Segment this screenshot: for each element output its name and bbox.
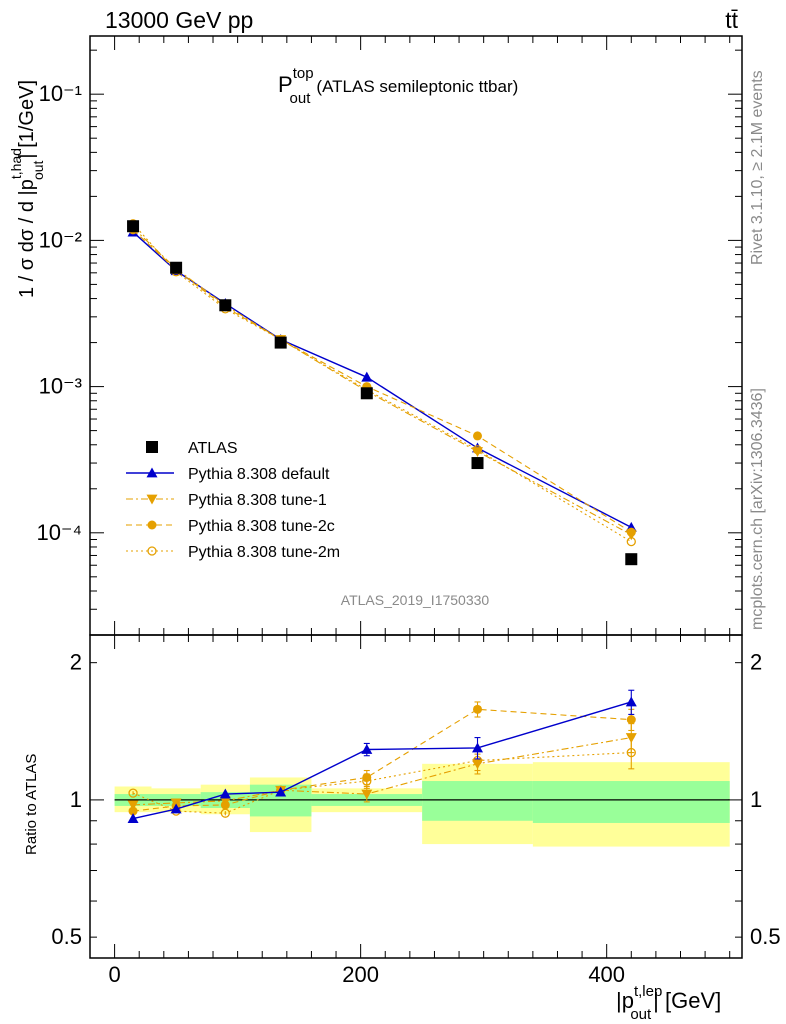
series-line: [132, 229, 632, 533]
legend-label: Pythia 8.308 tune-2c: [188, 518, 335, 535]
ratio-panel: 0 200 400 2 2 1 1 0.5 0.5: [51, 634, 781, 987]
x-axis-label: |pt,lep out| [GeV]: [616, 983, 721, 1023]
ratio-frame: [89, 634, 743, 959]
legend-label: Pythia 8.308 tune-1: [188, 492, 327, 509]
process-label: tt̄: [725, 7, 738, 33]
x-tick-label: 200: [342, 962, 379, 987]
ylabel-sup: t,had: [8, 148, 24, 179]
ratio-point: [472, 742, 484, 753]
ratio-point: [170, 803, 182, 814]
energy-label: 13000 GeV pp: [105, 7, 253, 33]
title-sup: top: [293, 65, 314, 82]
ylabel-post: | [1/GeV]: [16, 80, 38, 159]
rivet-label: Rivet 3.1.10, ≥ 2.1M events: [749, 70, 766, 265]
y-tick-label-right: 0.5: [750, 924, 781, 949]
y-tick-label: 1: [70, 787, 82, 812]
ylabel-pre: 1 / σ dσ / d |p: [16, 179, 38, 298]
y-tick-label: 10⁻¹: [39, 81, 82, 106]
title-rest: (ATLAS semileptonic ttbar): [316, 77, 518, 96]
data-point: [219, 299, 232, 312]
ratio-point: [626, 747, 636, 758]
ratio-point: [219, 788, 231, 799]
legend-label: Pythia 8.308 tune-2m: [188, 544, 340, 561]
data-point: [274, 336, 287, 349]
data-point: [472, 445, 483, 455]
xlabel-sup: t,lep: [634, 983, 662, 1000]
y-axis-label-ratio: Ratio to ATLAS: [23, 754, 40, 855]
x-tick-label: 0: [108, 962, 120, 987]
data-point: [471, 457, 484, 470]
xlabel-post: | [GeV]: [653, 988, 721, 1013]
mcplots-label: mcplots.cern.ch [arXiv:1306.3436]: [749, 388, 766, 630]
ratio-point: [473, 704, 483, 714]
data-point: [361, 371, 373, 382]
main-panel: 10⁻¹ 10⁻² 10⁻³ 10⁻⁴: [36, 35, 743, 636]
plot-title: Ptop out(ATLAS semileptonic ttbar): [278, 65, 518, 107]
ratio-point: [128, 788, 138, 798]
series-line: [132, 223, 632, 543]
y-tick-label: 10⁻²: [39, 227, 82, 252]
ratio-point: [275, 786, 287, 797]
analysis-id: ATLAS_2019_I1750330: [341, 592, 490, 608]
ratio-point: [127, 800, 139, 811]
ratio-point: [362, 776, 372, 786]
y-tick-label: 2: [70, 650, 82, 675]
legend-marker: [146, 467, 158, 478]
title-sub: out: [290, 90, 312, 107]
uncertainty-band-inner: [532, 781, 730, 823]
ratio-point: [625, 696, 637, 707]
ratio-point: [361, 743, 373, 754]
data-point: [170, 261, 183, 274]
data-point: [127, 220, 140, 233]
ratio-point: [361, 789, 373, 800]
legend-marker: [147, 520, 157, 530]
legend-marker: [146, 494, 158, 505]
xlabel-sub: out: [630, 1006, 652, 1023]
series-line: [132, 231, 632, 528]
ratio-point: [220, 808, 230, 818]
y-tick-label-right: 1: [750, 787, 762, 812]
x-tick-label: 400: [588, 962, 625, 987]
y-tick-label: 10⁻³: [39, 374, 82, 399]
data-point: [625, 553, 638, 566]
legend: ATLAS Pythia 8.308 default Pythia 8.308 tu…: [126, 440, 340, 561]
ratio-point: [127, 813, 139, 823]
y-tick-label: 0.5: [51, 924, 82, 949]
legend-marker: [146, 441, 158, 453]
ylabel-sub: out: [30, 160, 46, 180]
y-tick-label-right: 2: [750, 650, 762, 675]
uncertainty-band-inner: [422, 781, 533, 821]
y-tick-label: 10⁻⁴: [36, 520, 82, 545]
xlabel-pre: |p: [616, 988, 634, 1013]
data-point: [472, 447, 484, 457]
legend-label: Pythia 8.308 default: [188, 466, 330, 483]
title-main: P: [278, 72, 293, 97]
legend-marker: [147, 546, 157, 556]
legend-label: ATLAS: [188, 440, 238, 457]
ratio-point: [128, 806, 138, 816]
data-point: [626, 527, 636, 537]
data-point: [360, 387, 373, 400]
y-axis-label-main: 1 / σ dσ / d |pt,had out| [1/GeV]: [8, 80, 46, 298]
ratio-point: [626, 715, 636, 725]
data-point: [626, 536, 636, 547]
data-point: [473, 431, 483, 441]
ratio-point: [220, 800, 230, 810]
